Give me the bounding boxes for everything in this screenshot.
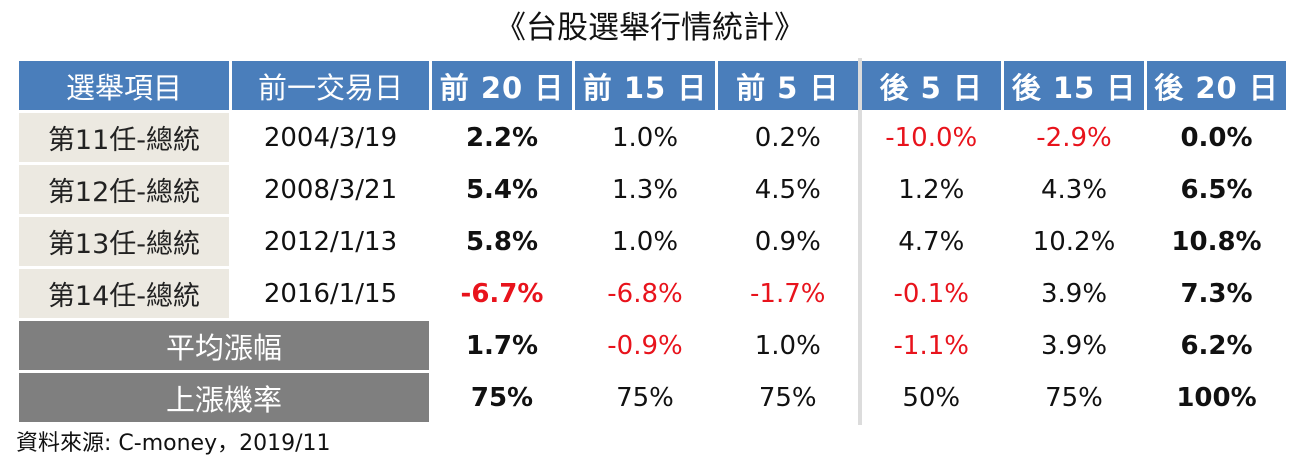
summary-value-cell: 50% <box>858 370 1004 425</box>
election-label: 第11任-總統 <box>16 110 232 165</box>
summary-value-cell: -0.9% <box>572 318 718 373</box>
table-body: 第11任-總統 2004/3/19 2.2% 1.0% 0.2% -10.0% -2.9% 0… <box>16 110 1289 425</box>
value-cell: 1.0% <box>572 110 718 165</box>
election-stats-table: 選舉項目 前一交易日 前 20 日 前 15 日 前 5 日 後 5 日 後 1… <box>16 58 1289 425</box>
value-cell: 0.0% <box>1144 110 1289 165</box>
summary-label: 平均漲幅 <box>16 318 432 373</box>
summary-value-cell: 75% <box>1001 370 1147 425</box>
value-cell: 3.9% <box>1001 266 1147 321</box>
trade-date: 2012/1/13 <box>229 214 432 269</box>
summary-value-cell: 1.0% <box>715 318 862 373</box>
column-header: 前 15 日 <box>572 58 718 113</box>
value-cell: 1.3% <box>572 162 718 217</box>
table-row: 第11任-總統 2004/3/19 2.2% 1.0% 0.2% -10.0% -2.9% 0… <box>16 110 1289 165</box>
trade-date: 2008/3/21 <box>229 162 432 217</box>
value-cell: 5.4% <box>429 162 575 217</box>
summary-value-cell: 75% <box>715 370 862 425</box>
summary-row: 上漲機率 75% 75% 75% 50% 75% 100% <box>16 370 1289 425</box>
summary-value-cell: 75% <box>572 370 718 425</box>
column-header: 後 15 日 <box>1001 58 1147 113</box>
election-label: 第14任-總統 <box>16 266 232 321</box>
column-header: 前 20 日 <box>429 58 575 113</box>
summary-label: 上漲機率 <box>16 370 432 425</box>
value-cell: 1.2% <box>858 162 1004 217</box>
summary-value-cell: 6.2% <box>1144 318 1289 373</box>
source-note: 資料來源: C-money，2019/11 <box>16 431 331 456</box>
value-cell: -1.7% <box>715 266 862 321</box>
column-header: 選舉項目 <box>16 58 232 113</box>
summary-value-cell: 3.9% <box>1001 318 1147 373</box>
table-row: 第13任-總統 2012/1/13 5.8% 1.0% 0.9% 4.7% 10.2% 10.… <box>16 214 1289 269</box>
value-cell: 4.5% <box>715 162 862 217</box>
summary-value-cell: 75% <box>429 370 575 425</box>
summary-value-cell: -1.1% <box>858 318 1004 373</box>
column-header: 後 20 日 <box>1144 58 1289 113</box>
value-cell: -2.9% <box>1001 110 1147 165</box>
table-row: 第14任-總統 2016/1/15 -6.7% -6.8% -1.7% -0.1% 3.9%… <box>16 266 1289 321</box>
trade-date: 2016/1/15 <box>229 266 432 321</box>
trade-date: 2004/3/19 <box>229 110 432 165</box>
value-cell: 10.2% <box>1001 214 1147 269</box>
column-header: 前 5 日 <box>715 58 862 113</box>
value-cell: 7.3% <box>1144 266 1289 321</box>
value-cell: -6.7% <box>429 266 575 321</box>
value-cell: 1.0% <box>572 214 718 269</box>
chart-title: 《台股選舉行情統計》 <box>495 10 805 46</box>
value-cell: 0.2% <box>715 110 862 165</box>
summary-value-cell: 1.7% <box>429 318 575 373</box>
column-header: 前一交易日 <box>229 58 432 113</box>
summary-value-cell: 100% <box>1144 370 1289 425</box>
value-cell: -10.0% <box>858 110 1004 165</box>
value-cell: 4.7% <box>858 214 1004 269</box>
column-header: 後 5 日 <box>858 58 1004 113</box>
table-row: 第12任-總統 2008/3/21 5.4% 1.3% 4.5% 1.2% 4.3% 6.5% <box>16 162 1289 217</box>
value-cell: -0.1% <box>858 266 1004 321</box>
header-row: 選舉項目 前一交易日 前 20 日 前 15 日 前 5 日 後 5 日 後 1… <box>16 58 1289 113</box>
value-cell: 4.3% <box>1001 162 1147 217</box>
value-cell: 6.5% <box>1144 162 1289 217</box>
election-label: 第13任-總統 <box>16 214 232 269</box>
value-cell: 2.2% <box>429 110 575 165</box>
summary-row: 平均漲幅 1.7% -0.9% 1.0% -1.1% 3.9% 6.2% <box>16 318 1289 373</box>
value-cell: -6.8% <box>572 266 718 321</box>
value-cell: 10.8% <box>1144 214 1289 269</box>
value-cell: 5.8% <box>429 214 575 269</box>
election-label: 第12任-總統 <box>16 162 232 217</box>
value-cell: 0.9% <box>715 214 862 269</box>
